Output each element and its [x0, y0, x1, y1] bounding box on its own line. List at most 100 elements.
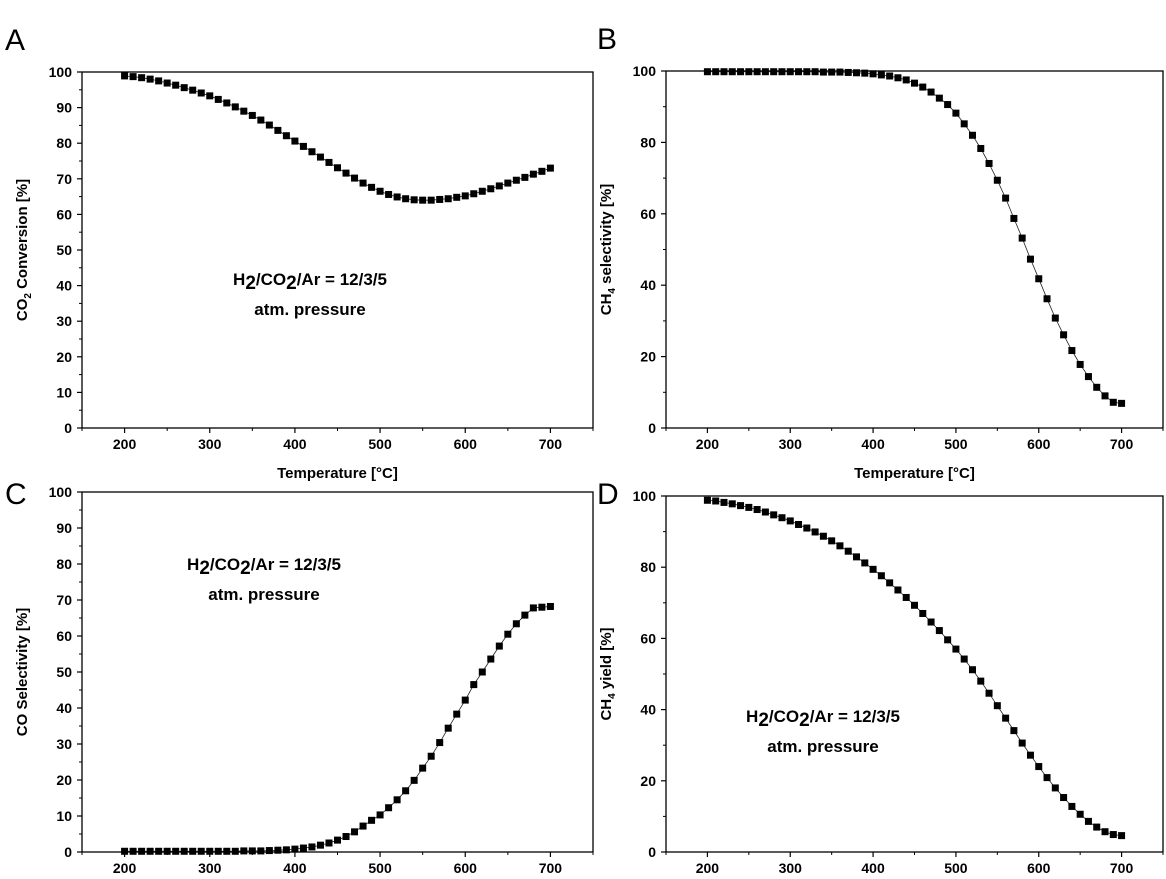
series-line: [124, 606, 551, 852]
data-point: [393, 193, 401, 201]
subscript: 4: [607, 288, 618, 294]
data-point: [803, 68, 811, 76]
data-point: [172, 847, 180, 855]
data-point: [1060, 331, 1068, 339]
panel-label: D: [597, 478, 619, 511]
x-tick-label: 600: [454, 860, 478, 876]
data-point: [146, 75, 154, 83]
x-axis-label: Temperature [°C]: [277, 465, 398, 482]
y-tick-label: 70: [56, 171, 72, 187]
data-point: [703, 496, 711, 504]
text-part: selectivity [%]: [598, 184, 615, 288]
data-point: [453, 710, 461, 718]
data-point: [419, 764, 427, 772]
series-line: [124, 75, 551, 201]
data-point: [316, 153, 324, 161]
y-tick-label: 100: [633, 488, 657, 504]
data-point: [952, 109, 960, 117]
x-tick-label: 700: [1110, 860, 1134, 876]
data-point: [240, 847, 248, 855]
data-point: [819, 532, 827, 540]
data-point: [180, 847, 188, 855]
data-point: [911, 601, 918, 609]
y-tick-label: 80: [56, 556, 72, 572]
data-point: [828, 68, 836, 76]
x-tick-label: 600: [454, 436, 478, 452]
data-point: [1076, 360, 1084, 368]
x-tick-label: 600: [1027, 860, 1051, 876]
plot-frame: [665, 495, 1164, 853]
data-point: [410, 776, 418, 784]
annotation-pressure: atm. pressure: [767, 737, 879, 756]
data-point: [470, 190, 478, 198]
data-point: [325, 158, 333, 166]
data-point: [402, 787, 410, 795]
data-point: [359, 179, 367, 187]
x-tick-label: 200: [113, 860, 137, 876]
data-point: [1118, 399, 1126, 407]
data-point: [257, 116, 265, 124]
data-point: [291, 137, 299, 145]
text-part: /Ar = 12/3/5: [251, 555, 341, 574]
data-point: [985, 689, 993, 697]
data-point: [274, 126, 282, 134]
data-point: [944, 101, 952, 109]
data-point: [795, 520, 803, 528]
annotation-conditions: H2/CO2/Ar = 12/3/5: [746, 707, 900, 731]
data-point: [402, 195, 410, 203]
data-point: [427, 196, 435, 204]
data-point: [786, 517, 794, 525]
data-point: [444, 724, 452, 732]
data-point: [470, 681, 478, 689]
data-point: [1043, 774, 1051, 782]
data-point: [985, 159, 993, 167]
data-point: [1068, 802, 1076, 810]
data-point: [231, 103, 239, 111]
data-point: [121, 72, 129, 80]
data-point: [163, 847, 171, 855]
data-point: [129, 847, 137, 855]
data-point: [487, 185, 495, 193]
x-tick-label: 200: [696, 436, 720, 452]
data-point: [1043, 295, 1051, 303]
data-point: [927, 618, 935, 626]
data-point: [1109, 398, 1117, 406]
x-tick-label: 500: [944, 860, 968, 876]
data-point: [836, 542, 844, 550]
data-point: [836, 68, 844, 76]
text-part: /Ar = 12/3/5: [810, 707, 900, 726]
y-tick-label: 40: [640, 702, 656, 718]
data-point: [968, 666, 976, 674]
data-point: [919, 83, 927, 91]
data-point: [1084, 817, 1092, 825]
text-part: yield [%]: [598, 627, 615, 693]
y-tick-label: 50: [56, 242, 72, 258]
y-axis-label: CO2 Conversion [%]: [14, 179, 34, 321]
data-point: [495, 642, 503, 650]
data-point: [206, 847, 214, 855]
data-point: [819, 68, 827, 76]
subscript: 2: [758, 710, 769, 731]
y-tick-label: 60: [640, 630, 656, 646]
data-point: [968, 131, 976, 139]
panel-c: C 200 300 400 500 600 700 0 10 20 30 40 50 60 70 80 90 10…: [5, 478, 594, 876]
data-point: [803, 524, 811, 532]
data-point: [1051, 314, 1059, 322]
data-point: [444, 195, 452, 203]
y-tick-label: 60: [56, 206, 72, 222]
data-point: [504, 630, 512, 638]
data-point: [861, 69, 869, 77]
data-point: [436, 739, 444, 747]
data-point: [1076, 810, 1084, 818]
panel-label: C: [5, 478, 27, 511]
data-point: [853, 69, 861, 77]
data-point: [282, 132, 290, 140]
data-point: [720, 68, 728, 76]
data-point: [214, 847, 222, 855]
data-point: [1010, 214, 1018, 222]
data-point: [753, 506, 761, 514]
data-point: [770, 511, 778, 519]
data-point: [1018, 739, 1026, 747]
data-point: [282, 846, 290, 854]
y-tick-label: 20: [56, 772, 72, 788]
